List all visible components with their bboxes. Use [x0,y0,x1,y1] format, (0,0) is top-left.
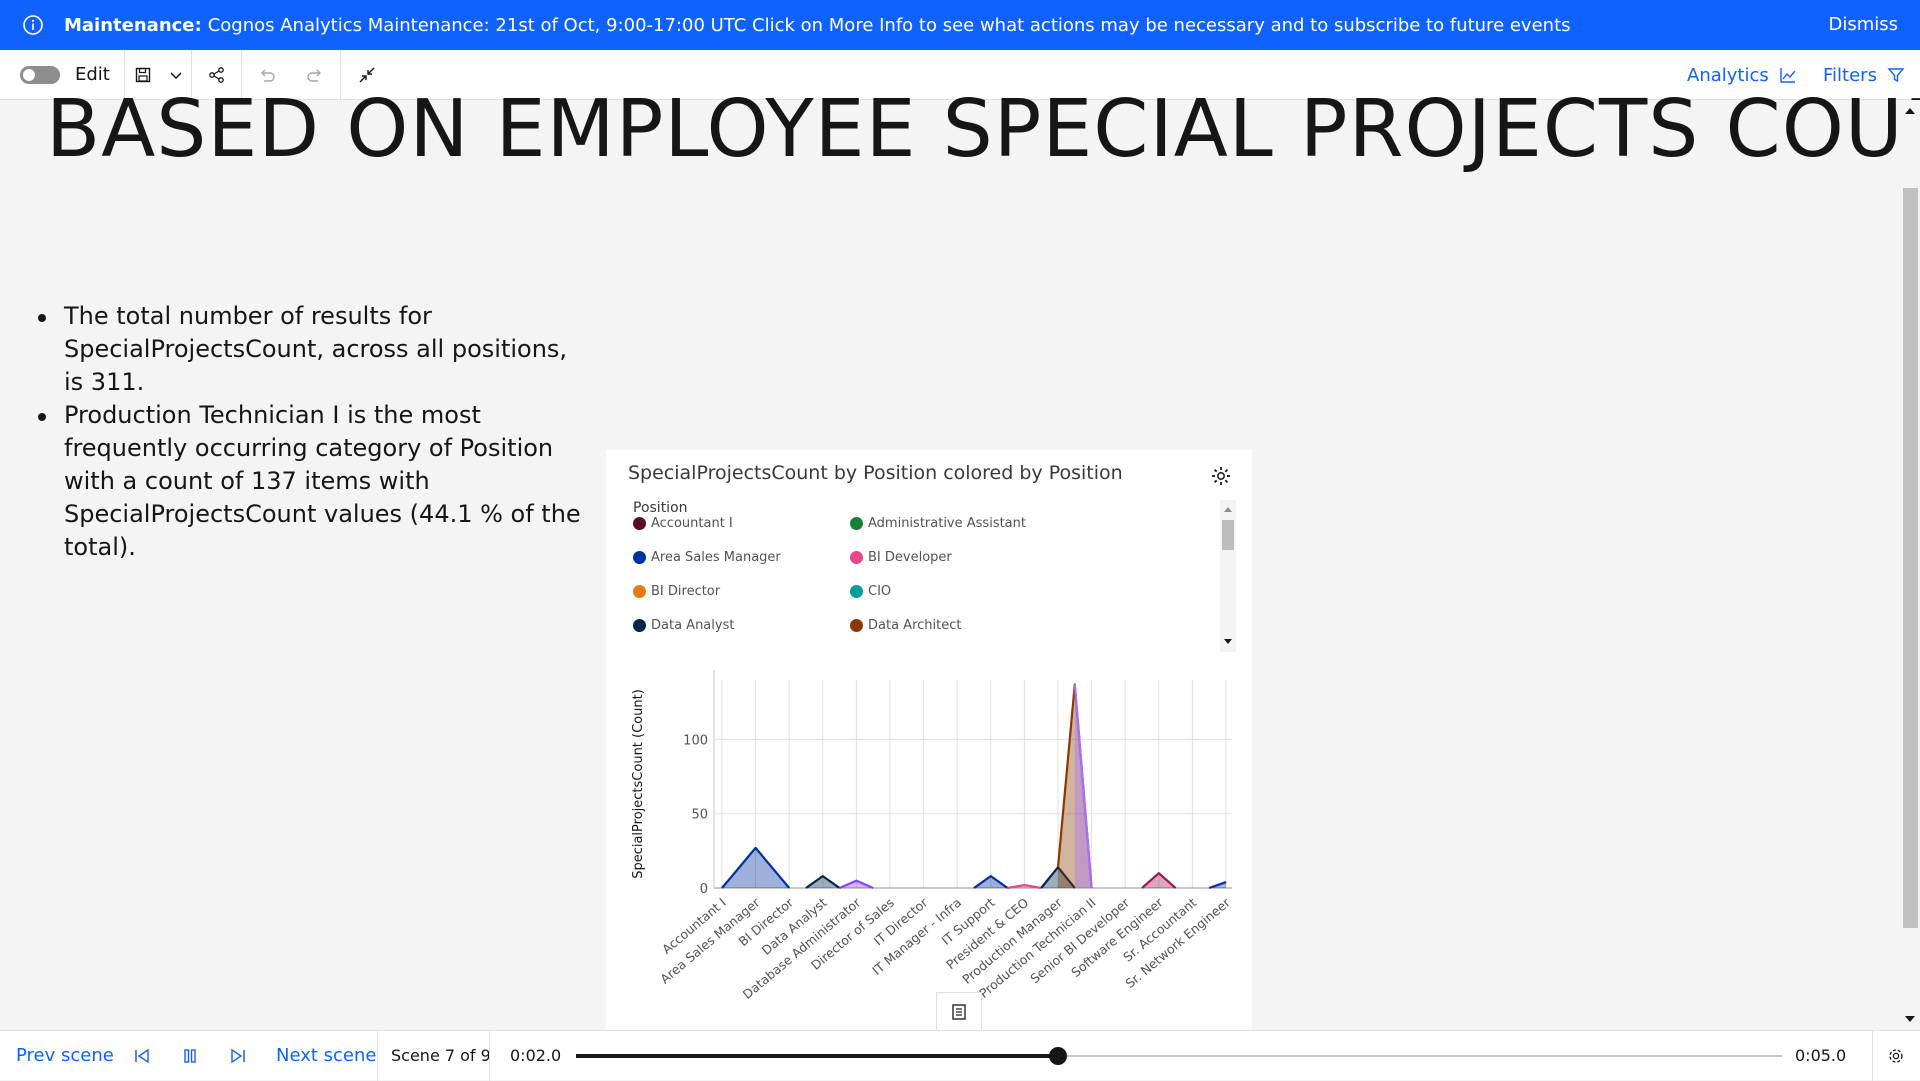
legend-label: BI Developer [868,550,952,565]
filter-icon [1887,66,1905,84]
page-title: BASED ON EMPLOYEE SPECIAL PROJECTS COUNT [46,84,1920,174]
scene-player: Prev scene Next scene Scene 7 of 9 0:02.… [0,1030,1920,1080]
skip-forward-icon [229,1047,247,1065]
total-time: 0:05.0 [1795,1031,1846,1081]
pause-icon [181,1047,199,1065]
chart-card[interactable]: SpecialProjectsCount by Position colored… [606,450,1252,1030]
legend-label: Administrative Assistant [868,516,1026,531]
footer-divider [1872,1031,1873,1081]
series-area [974,876,1008,888]
insights-list: The total number of results for SpecialP… [64,300,584,564]
info-icon [22,14,44,36]
first-scene-button[interactable] [128,1031,156,1081]
dismiss-button[interactable]: Dismiss [1828,0,1898,50]
player-settings-button[interactable] [1882,1031,1910,1081]
share-icon [208,66,226,84]
legend-label: Data Architect [868,618,961,633]
list-item: The total number of results for SpecialP… [64,300,584,399]
footer-divider [377,1031,378,1081]
legend-label: Data Analyst [651,618,734,633]
y-tick-label: 50 [691,808,708,823]
next-scene-button[interactable]: Next scene [276,1031,377,1081]
pause-button[interactable] [176,1031,204,1081]
data-table-icon [950,1003,968,1021]
legend-item[interactable]: BI Director [633,584,720,599]
scroll-down-icon[interactable] [1223,638,1233,646]
save-icon [135,67,151,83]
timeline-handle[interactable] [1049,1047,1067,1065]
legend-item[interactable]: Accountant I [633,516,733,531]
chart-line-icon [1779,66,1797,84]
page-scroll-thumb[interactable] [1903,188,1918,928]
page-scrollbar[interactable] [1900,100,1920,1030]
legend-scroll-thumb[interactable] [1222,520,1234,550]
legend-item[interactable]: BI Developer [850,550,952,565]
legend-item[interactable]: Data Analyst [633,618,734,633]
legend-label: Accountant I [651,516,733,531]
chart-legend: Position Accountant I Administrative Ass… [628,500,1248,652]
legend-scrollbar[interactable] [1220,500,1236,652]
prev-scene-button[interactable]: Prev scene [16,1031,114,1081]
legend-swatch [850,619,863,632]
legend-swatch [633,551,646,564]
legend-item[interactable]: Data Architect [850,618,961,633]
toggle-knob [23,69,35,81]
series-area [806,876,840,888]
scroll-down-icon[interactable] [1905,1016,1915,1022]
legend-swatch [633,619,646,632]
bullet-dot [38,413,46,421]
series-area [722,848,789,888]
legend-swatch [633,517,646,530]
legend-swatch [850,551,863,564]
chevron-down-icon [169,68,183,82]
scroll-up-icon[interactable] [1223,505,1233,513]
edit-toggle[interactable] [20,66,60,84]
legend-item[interactable]: CIO [850,584,891,599]
legend-title: Position [633,500,688,516]
legend-label: BI Director [651,584,720,599]
maintenance-banner: Maintenance: Cognos Analytics Maintenanc… [0,0,1920,50]
y-tick-label: 100 [683,733,708,748]
last-scene-button[interactable] [224,1031,252,1081]
legend-swatch [850,517,863,530]
redo-icon [306,66,324,84]
settings-icon[interactable] [1209,464,1233,488]
footer-divider [489,1031,490,1081]
scroll-up-icon[interactable] [1905,108,1915,114]
legend-swatch [633,585,646,598]
chart-title: SpecialProjectsCount by Position colored… [628,462,1123,484]
undo-icon [258,66,276,84]
skip-back-icon [133,1047,151,1065]
minimize-icon [358,66,376,84]
scene-indicator: Scene 7 of 9 [391,1031,491,1081]
insight-text: Production Technician I is the most freq… [64,401,581,561]
legend-item[interactable]: Administrative Assistant [850,516,1026,531]
legend-label: CIO [868,584,891,599]
gear-icon [1887,1047,1905,1065]
insight-text: The total number of results for SpecialP… [64,302,567,396]
y-axis-title: SpecialProjectsCount (Count) [631,689,646,879]
series-area [1142,873,1176,888]
current-time: 0:02.0 [510,1031,561,1081]
legend-item[interactable]: Area Sales Manager [633,550,781,565]
legend-label: Area Sales Manager [651,550,781,565]
banner-message: Cognos Analytics Maintenance: 21st of Oc… [208,15,1571,36]
legend-swatch [850,585,863,598]
bullet-dot [38,314,46,322]
view-data-button[interactable] [936,992,982,1032]
y-tick-label: 0 [700,882,708,897]
timeline-slider[interactable] [576,1055,1782,1057]
timeline-progress [576,1054,1058,1058]
banner-label: Maintenance: [64,15,202,36]
list-item: Production Technician I is the most freq… [64,399,584,564]
